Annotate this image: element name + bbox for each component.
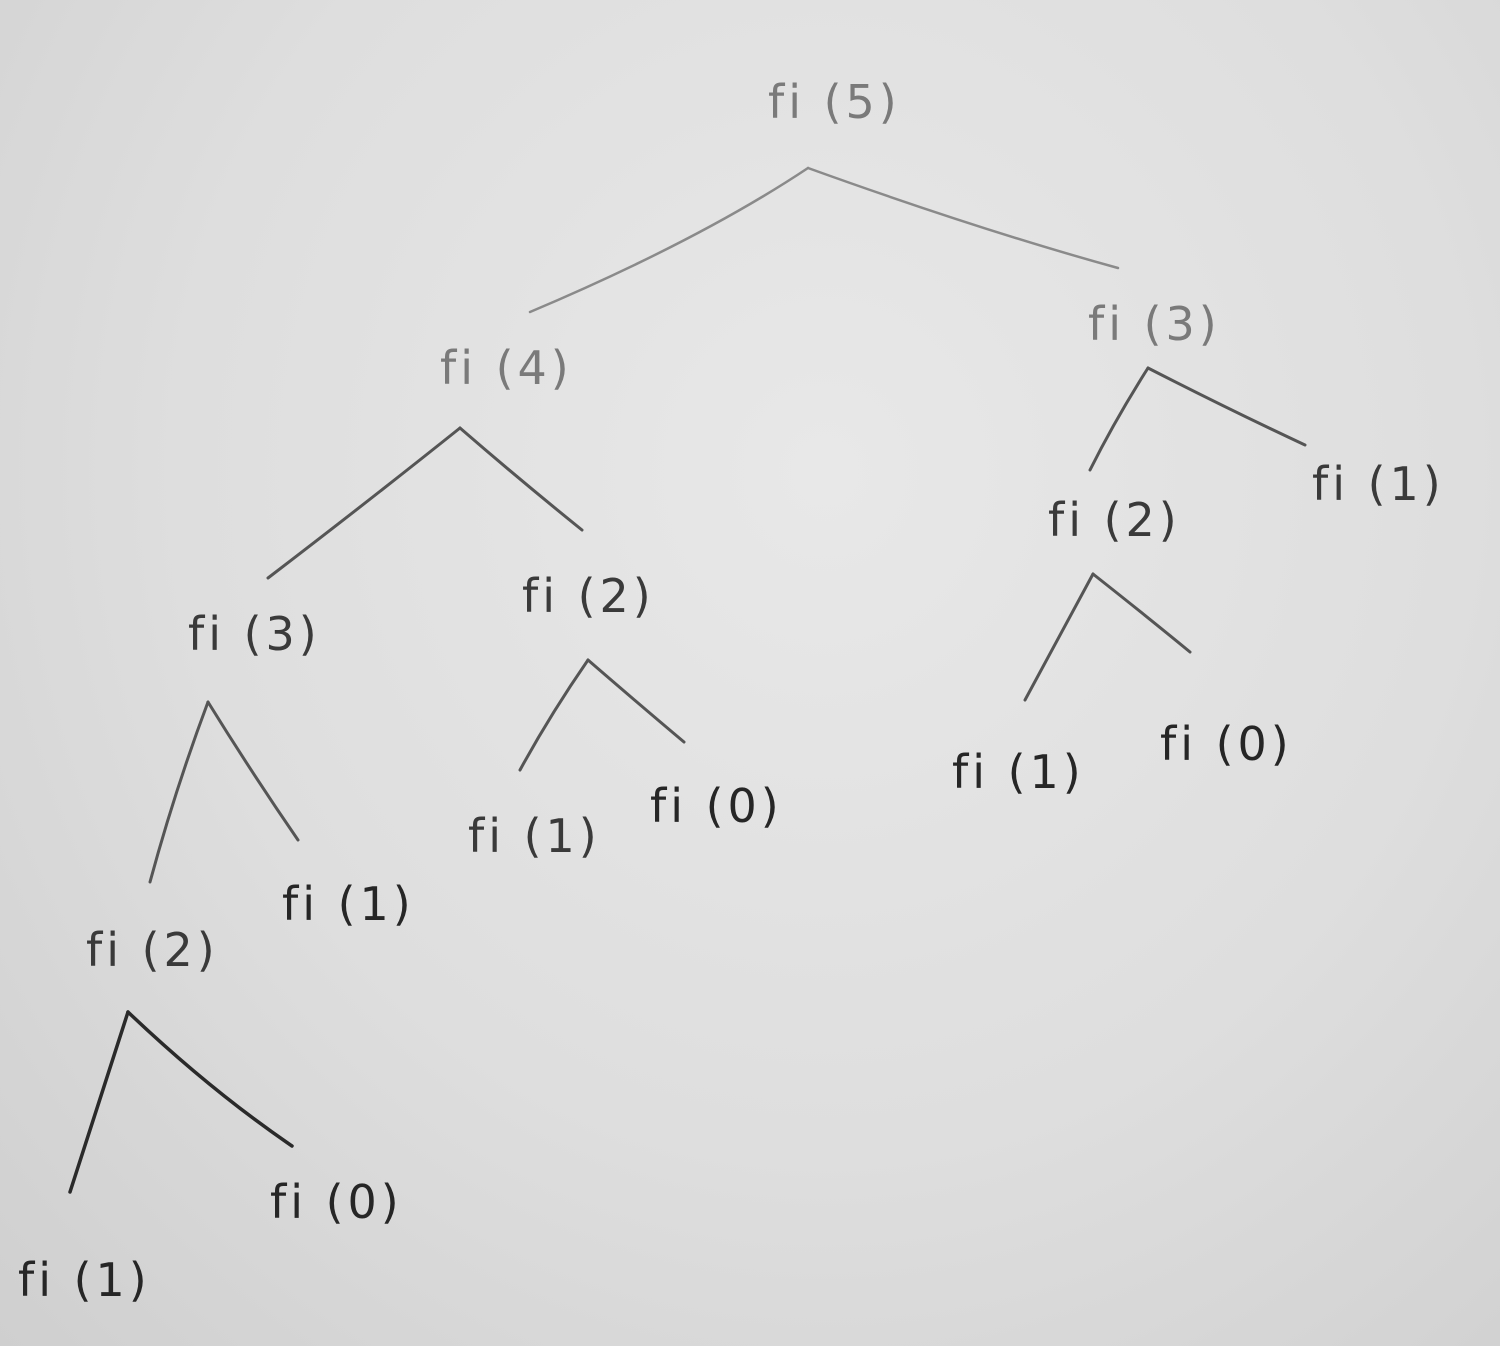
node-fi-0-left-bottom: fi (0) xyxy=(270,1175,403,1229)
node-fi-0-middle: fi (0) xyxy=(650,779,783,833)
node-fi-3-right: fi (3) xyxy=(1088,297,1221,351)
node-fi-2-middle: fi (2) xyxy=(522,569,655,623)
node-fi-2-right: fi (2) xyxy=(1048,493,1181,547)
node-fi-1-left: fi (1) xyxy=(282,877,415,931)
node-fi-4: fi (4) xyxy=(440,341,573,395)
edge-5-to-4 xyxy=(528,166,810,314)
node-fi-3-left: fi (3) xyxy=(188,607,321,661)
edge-2l-to-1ll xyxy=(68,1010,130,1194)
node-fi-1-right: fi (1) xyxy=(1312,457,1445,511)
edge-2l-to-0ll xyxy=(126,1010,294,1148)
edge-3l-to-1l xyxy=(206,700,300,842)
edge-3r-to-2r xyxy=(1088,366,1150,472)
edge-3l-to-2l xyxy=(148,700,210,884)
edge-4-to-2m xyxy=(458,426,584,532)
edge-2r-to-1rr xyxy=(1023,572,1095,702)
edge-2m-to-1m xyxy=(518,658,590,772)
node-fi-1-right-bottom: fi (1) xyxy=(952,745,1085,799)
edge-4-to-3l xyxy=(266,426,462,580)
edge-2m-to-0m xyxy=(586,658,686,744)
node-fi-1-middle: fi (1) xyxy=(468,809,601,863)
tree-nodes: fi (5) fi (4) fi (3) fi (3) fi (2) fi (2… xyxy=(18,75,1445,1307)
tree-edges xyxy=(68,166,1307,1194)
edge-3r-to-1r xyxy=(1146,366,1307,447)
node-fi-0-right-bottom: fi (0) xyxy=(1160,717,1293,771)
node-fi-2-left: fi (2) xyxy=(86,923,219,977)
node-fi-5: fi (5) xyxy=(768,75,901,129)
edge-5-to-3r xyxy=(806,166,1120,270)
node-fi-1-left-bottom: fi (1) xyxy=(18,1253,151,1307)
edge-2r-to-0rr xyxy=(1091,572,1192,654)
